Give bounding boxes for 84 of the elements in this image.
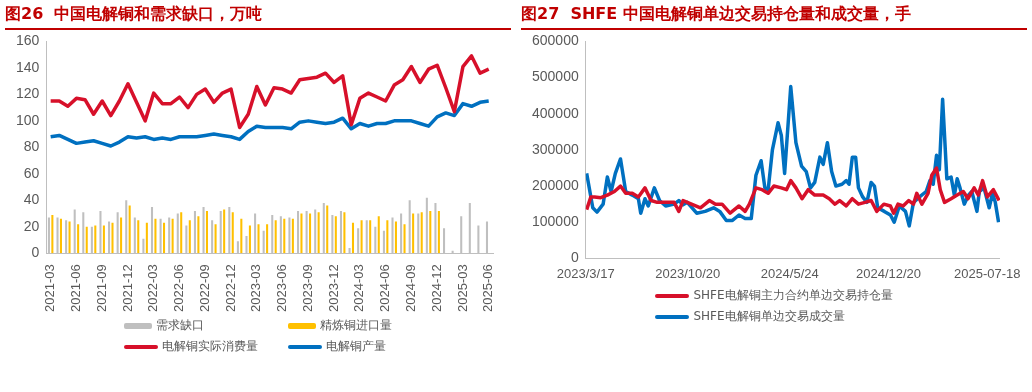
bar [266, 224, 269, 254]
y-tick-label: 140 [16, 58, 40, 75]
bar [309, 213, 312, 254]
bar [274, 220, 277, 254]
bar [214, 224, 217, 254]
y-tick-label: 160 [16, 32, 40, 49]
legend-label: 电解铜实际消费量 [162, 338, 258, 355]
x-tick-label: 2023-09 [299, 264, 315, 313]
y-tick-label: 40 [23, 191, 40, 208]
bar [120, 217, 123, 254]
bar [223, 209, 226, 254]
x-tick-label: 2022-06 [171, 264, 187, 313]
bar [197, 216, 200, 254]
bar [403, 224, 406, 254]
legend-label: SHFE电解铜单边交易成交量 [693, 308, 845, 325]
bar [137, 220, 140, 254]
bar [188, 220, 191, 254]
bar [205, 210, 209, 254]
x-tick-label: 2024-06 [377, 264, 393, 313]
bar [180, 212, 183, 254]
x-tick-label: 2021-12 [119, 264, 135, 313]
x-tick-label: 2023/10/20 [655, 265, 721, 281]
y-tick-label: 200000 [532, 176, 579, 193]
x-tick-label: 2023-06 [274, 264, 290, 313]
bar [102, 225, 105, 254]
x-tick-label: 2024-03 [351, 264, 367, 313]
x-tick-label: 2024/5/24 [760, 265, 819, 281]
bar [377, 216, 380, 254]
bar [51, 214, 54, 254]
bar [145, 222, 148, 254]
y-tick-label: 300000 [532, 140, 579, 157]
bar [128, 205, 131, 254]
bar [437, 210, 440, 254]
y-tick-label: 100 [16, 111, 40, 128]
y-tick-label: 0 [570, 249, 579, 266]
x-tick-label: 2022-09 [196, 264, 212, 313]
x-tick-label: 2025-07-18 [954, 265, 1021, 281]
y-tick-label: 400000 [532, 104, 579, 121]
bar [351, 222, 355, 254]
y-tick-label: 120 [16, 85, 40, 102]
x-tick-label: 2024-12 [428, 264, 444, 313]
y-tick-label: 0 [31, 244, 40, 261]
x-tick-label: 2024-09 [402, 264, 418, 313]
y-tick-label: 20 [23, 217, 40, 234]
bar [154, 218, 157, 254]
y-tick-label: 80 [23, 138, 40, 155]
chart-title: 图26 中国电解铜和需求缺口，万吨 [5, 0, 511, 30]
x-tick-label: 2022-12 [222, 264, 238, 313]
bar [326, 205, 329, 254]
bar [94, 225, 97, 254]
legend-label: 电解铜产量 [326, 338, 386, 355]
chart-title: 图27 SHFE 中国电解铜单边交易持仓量和成交量，手 [521, 0, 1027, 30]
legend-label: 精炼铜进口量 [320, 317, 392, 334]
bar [240, 218, 243, 254]
x-tick-label: 2023-12 [325, 264, 341, 313]
bar [248, 225, 251, 254]
x-tick-label: 2021-09 [93, 264, 109, 313]
bar [394, 221, 397, 254]
bar [163, 222, 166, 254]
bar [412, 213, 415, 254]
x-tick-label: 2025-03 [454, 264, 470, 313]
bar [257, 224, 260, 254]
x-tick-label: 2023-03 [248, 264, 264, 313]
bar [283, 218, 286, 254]
y-tick-label: 600000 [532, 32, 579, 49]
legend-label: SHFE电解铜主力合约单边交易持仓量 [693, 287, 893, 304]
bar [231, 212, 234, 254]
bar [77, 224, 80, 254]
y-tick-label: 60 [23, 164, 40, 181]
x-tick-label: 2022-03 [145, 264, 161, 313]
x-tick-label: 2025-06 [480, 264, 496, 313]
bar [386, 220, 389, 254]
y-tick-label: 100000 [532, 213, 579, 230]
bar [369, 220, 372, 254]
bar [429, 210, 432, 254]
x-tick-label: 2024/12/20 [856, 265, 922, 281]
x-tick-label: 2021-06 [68, 264, 83, 313]
y-tick-label: 500000 [532, 68, 579, 85]
bar [85, 226, 88, 254]
x-tick-label: 2023/3/17 [556, 265, 615, 281]
x-tick-label: 2021-03 [42, 264, 58, 313]
bar [343, 212, 346, 254]
legend-label: 需求缺口 [156, 317, 204, 334]
bar [360, 220, 363, 254]
